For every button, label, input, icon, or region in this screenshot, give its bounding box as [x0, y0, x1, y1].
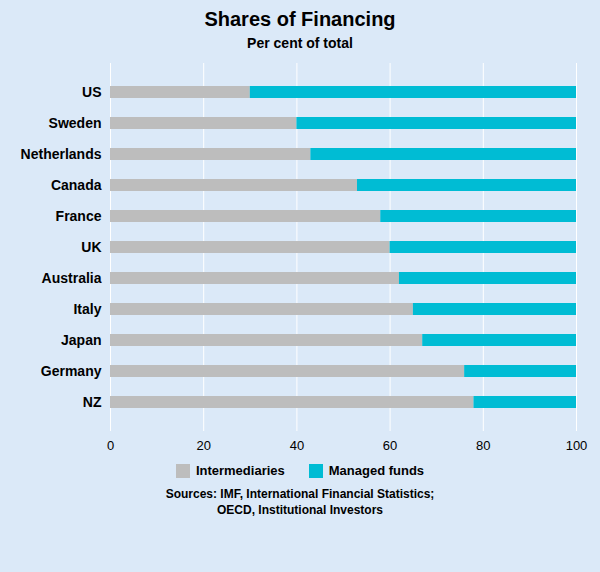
svg-text:US: US	[82, 84, 101, 100]
svg-text:60: 60	[383, 438, 397, 453]
svg-text:0: 0	[107, 438, 114, 453]
svg-text:NZ: NZ	[83, 394, 102, 410]
svg-text:UK: UK	[81, 239, 101, 255]
html-text:Per cent of total: Per cent of total	[247, 35, 353, 51]
svg-text:Australia: Australia	[42, 270, 102, 286]
svg-text:Sweden: Sweden	[49, 115, 102, 131]
svg-text:Germany: Germany	[41, 363, 102, 379]
svg-text:Italy: Italy	[73, 301, 101, 317]
svg-text:Canada: Canada	[51, 177, 102, 193]
html-text:Intermediaries: Intermediaries	[195, 463, 285, 478]
svg-text:40: 40	[290, 438, 304, 453]
html-text:Sources: IMF, International Fi: Sources: IMF, International Financial St…	[165, 487, 435, 501]
html-text:OECD, Institutional Investors: OECD, Institutional Investors	[217, 503, 383, 518]
html-text:Shares of Financing: Shares of Financing	[204, 8, 396, 30]
html-text:Managed funds: Managed funds	[328, 463, 425, 478]
svg-text:France: France	[56, 208, 102, 224]
svg-text:20: 20	[196, 438, 210, 453]
svg-text:Japan: Japan	[61, 332, 101, 348]
svg-text:100: 100	[566, 438, 588, 453]
svg-text:80: 80	[476, 438, 490, 453]
svg-text:Netherlands: Netherlands	[21, 146, 102, 162]
